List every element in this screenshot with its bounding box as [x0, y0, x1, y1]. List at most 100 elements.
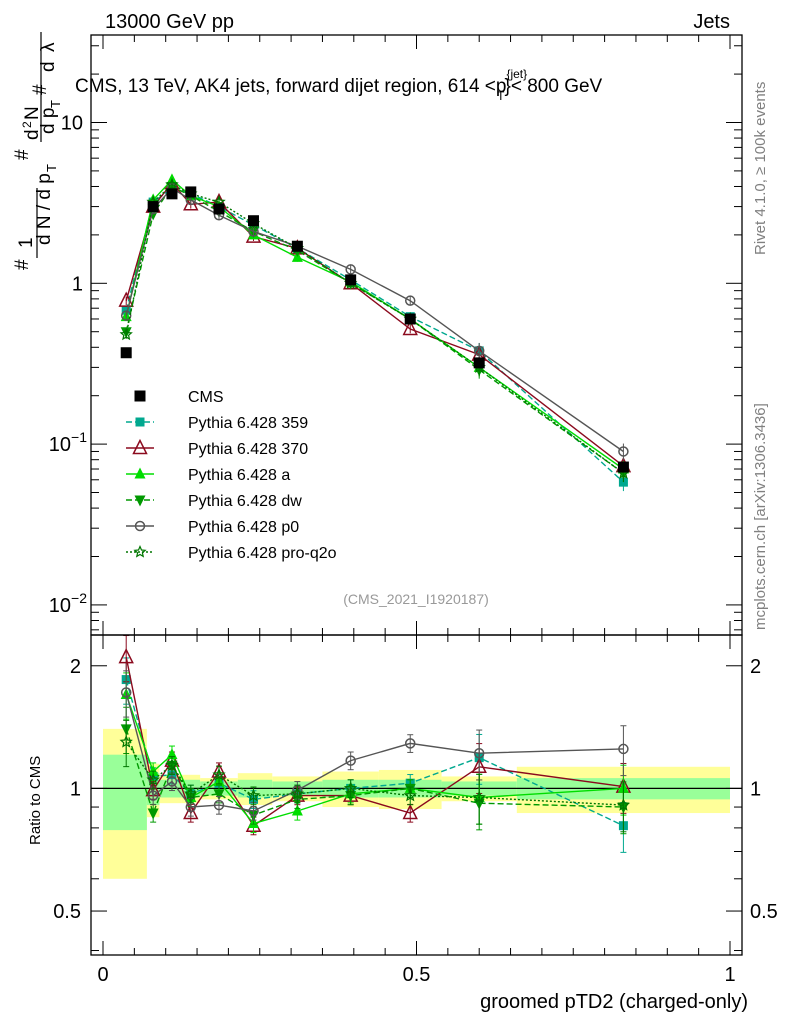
legend-label: Pythia 6.428 pro-q2o [188, 545, 337, 562]
ratio-y-tick-label: 1 [70, 778, 81, 800]
header-left: 13000 GeV pp [105, 11, 234, 33]
series-ratio-point [404, 738, 416, 749]
svg-text:d: d [22, 129, 43, 140]
mcplots-credit: mcplots.cern.ch [arXiv:1306.3436] [752, 403, 769, 630]
ratio-y-axis-label: Ratio to CMS [27, 756, 44, 845]
header-right: Jets [693, 11, 730, 33]
series-point [618, 446, 629, 457]
series-ratio-point [147, 790, 159, 801]
svg-text:2: 2 [20, 121, 34, 128]
series-line [125, 187, 624, 483]
svg-text:λ: λ [38, 42, 59, 52]
x-axis-label: groomed pTD2 (charged-only) [480, 991, 748, 1013]
series-ratio-line [125, 679, 624, 827]
cms-data-point [404, 313, 416, 325]
svg-text:d p: d p [38, 108, 59, 134]
series-ratio-point [402, 803, 418, 820]
cms-data-point [120, 347, 132, 359]
legend-entry: Pythia 6.428 a [126, 467, 290, 484]
series-ratio-point [246, 788, 261, 802]
main-y-tick-label: 10−2 [49, 590, 87, 617]
series-point [402, 319, 418, 336]
legend-marker [133, 544, 147, 558]
series-point [473, 345, 485, 357]
x-tick-label: 0.5 [403, 964, 431, 986]
series-ratio-point [165, 758, 179, 771]
legend-entry: Pythia 6.428 370 [126, 438, 308, 458]
svg-text:#: # [30, 84, 51, 95]
legend-entry: Pythia 6.428 dw [126, 493, 302, 510]
legend-marker [134, 467, 146, 479]
svg-text:N: N [22, 106, 43, 120]
series-ratio-point [146, 772, 160, 786]
legend-entry: Pythia 6.428 pro-q2o [126, 544, 337, 562]
main-y-tick-label: 10 [61, 112, 83, 134]
legend-label: Pythia 6.428 p0 [188, 519, 299, 536]
legend-marker [135, 417, 145, 427]
series-point [618, 477, 628, 487]
cms-data-point [147, 201, 159, 213]
ratio-band-inner [103, 754, 147, 831]
series-ratio-point [343, 781, 358, 795]
ratio-y-tick-label-right: 0.5 [750, 901, 778, 923]
series-ratio-point [147, 808, 159, 820]
series-ratio-point [118, 647, 134, 664]
series-point [404, 295, 416, 306]
svg-text:d N / d p: d N / d p [34, 173, 55, 245]
cms-data-point [213, 203, 225, 215]
series-ratio-point [473, 747, 485, 759]
cms-data-point [185, 186, 197, 198]
main-y-tick-label: 10−1 [49, 429, 87, 456]
series-ratio-point [184, 786, 198, 800]
svg-text:1: 1 [16, 237, 37, 248]
series-point [120, 310, 132, 321]
svg-text:d: d [38, 61, 59, 72]
series-point [165, 177, 179, 191]
svg-text:#: # [12, 259, 33, 270]
plot-title: CMS, 13 TeV, AK4 jets, forward dijet reg… [75, 67, 603, 103]
series-point [345, 264, 356, 275]
series-ratio-point [616, 798, 631, 811]
analysis-watermark: (CMS_2021_I1920187) [343, 591, 489, 607]
series-ratio-point [213, 799, 225, 811]
legend-marker [134, 495, 146, 507]
legend-label: Pythia 6.428 370 [188, 441, 308, 458]
series-ratio-point [213, 789, 225, 801]
cms-data-point [291, 240, 303, 252]
series-ratio-point [166, 776, 178, 787]
series-point [119, 327, 133, 341]
main-y-tick-label: 1 [72, 273, 83, 295]
cms-data-point [247, 215, 259, 227]
ratio-y-tick-label-right: 1 [750, 778, 761, 800]
series-ratio-point [120, 687, 132, 698]
legend-entry: Pythia 6.428 359 [126, 415, 308, 432]
legend-marker [134, 520, 146, 532]
legend-marker [132, 438, 148, 455]
series-ratio-point [183, 803, 199, 820]
series-ratio-point [618, 743, 629, 755]
ratio-y-tick-label: 2 [70, 656, 81, 678]
cms-data-point [617, 461, 629, 473]
series-ratio-point [248, 805, 259, 817]
ratio-y-tick-label-right: 2 [750, 656, 761, 678]
svg-text:T: T [44, 164, 59, 172]
series-ratio-point [290, 786, 305, 800]
legend-label: CMS [188, 389, 224, 406]
legend-label: Pythia 6.428 dw [188, 493, 302, 510]
series-ratio-point [345, 755, 356, 766]
cms-data-point [473, 357, 485, 369]
series-ratio-point [291, 804, 303, 816]
svg-text:T: T [48, 100, 63, 108]
series-ratio-point [212, 767, 226, 781]
legend-label: Pythia 6.428 359 [188, 415, 308, 432]
series-line [125, 187, 624, 453]
legend-entry: Pythia 6.428 p0 [126, 519, 299, 536]
cms-data-point [166, 188, 178, 200]
legend-label: Pythia 6.428 a [188, 467, 290, 484]
legend-marker [134, 390, 146, 402]
series-line [125, 183, 624, 474]
x-tick-label: 0 [97, 964, 108, 986]
x-tick-label: 1 [724, 964, 735, 986]
ratio-y-tick-label: 0.5 [53, 901, 81, 923]
series-ratio-point [147, 765, 159, 777]
